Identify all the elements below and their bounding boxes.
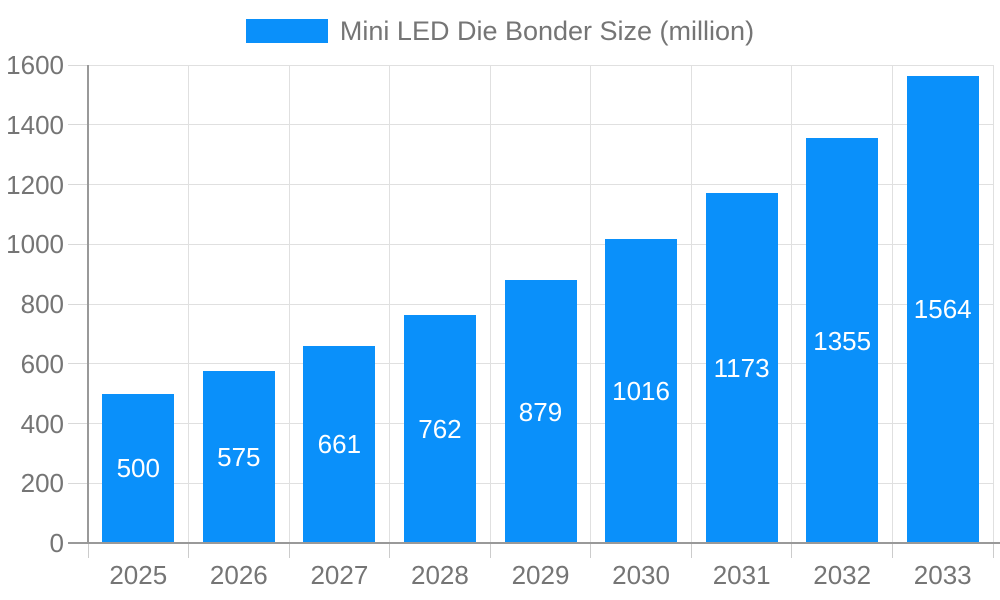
bar-2031[interactable]: 1173 xyxy=(705,192,778,543)
bar-2032[interactable]: 1355 xyxy=(806,138,879,543)
y-axis-tick xyxy=(68,64,88,66)
grid-line-vertical xyxy=(891,65,893,543)
x-axis-tick xyxy=(188,543,190,558)
x-axis-tick xyxy=(891,543,893,558)
y-axis-label: 0 xyxy=(49,528,64,558)
bar-value-label: 575 xyxy=(217,442,261,473)
bar-2030[interactable]: 1016 xyxy=(605,239,678,543)
x-axis-label: 2030 xyxy=(612,560,670,590)
x-axis-tick xyxy=(791,543,793,558)
y-axis-label: 800 xyxy=(20,289,64,319)
x-axis-tick xyxy=(87,543,89,558)
x-axis-tick xyxy=(590,543,592,558)
grid-line-vertical xyxy=(791,65,793,543)
chart-legend[interactable]: Mini LED Die Bonder Size (million) xyxy=(0,17,1000,45)
grid-line-horizontal xyxy=(88,124,993,126)
grid-line-vertical xyxy=(188,65,190,543)
bar-value-label: 1016 xyxy=(612,376,670,407)
y-axis-label: 400 xyxy=(20,408,64,439)
bar-2025[interactable]: 500 xyxy=(102,393,175,543)
y-axis-tick xyxy=(68,243,88,245)
bar-2028[interactable]: 762 xyxy=(403,315,476,543)
x-axis-label: 2031 xyxy=(712,560,771,590)
grid-line-vertical xyxy=(288,65,290,543)
grid-line-vertical xyxy=(690,65,692,543)
y-axis-label: 600 xyxy=(20,348,64,379)
y-axis-label: 1400 xyxy=(6,109,64,140)
x-axis-label: 2029 xyxy=(511,560,570,590)
legend-label: Mini LED Die Bonder Size (million) xyxy=(339,16,755,46)
bar-2027[interactable]: 661 xyxy=(303,345,376,543)
x-axis-label: 2027 xyxy=(310,560,369,590)
plot-area: 0 200 400 600 800 1000 1200 1400 1600 500 2025 575 2… xyxy=(6,52,1000,590)
y-axis-tick xyxy=(68,303,88,305)
x-axis-tick xyxy=(992,543,994,558)
y-axis-tick xyxy=(68,124,88,126)
bar-2029[interactable]: 879 xyxy=(504,280,577,543)
grid-line-vertical xyxy=(590,65,592,543)
bar-2033[interactable]: 1564 xyxy=(906,75,979,543)
grid-line-vertical xyxy=(389,65,391,543)
x-axis-label: 2028 xyxy=(411,560,469,590)
bar-value-label: 1173 xyxy=(713,352,770,383)
bar-2026[interactable]: 575 xyxy=(202,371,275,543)
x-axis-label: 2025 xyxy=(109,560,168,590)
x-axis-label: 2032 xyxy=(813,560,872,590)
bar-value-label: 661 xyxy=(317,429,362,460)
y-axis-label: 200 xyxy=(20,468,64,499)
y-axis-tick xyxy=(68,363,88,365)
grid-line-vertical xyxy=(489,65,491,543)
grid-line-horizontal xyxy=(88,64,993,66)
grid-line-vertical xyxy=(992,65,994,543)
bar-value-label: 500 xyxy=(116,453,160,484)
x-axis-tick xyxy=(389,543,391,558)
x-axis-line xyxy=(68,542,1000,544)
bar-value-label: 1355 xyxy=(813,325,872,356)
y-axis-tick xyxy=(68,482,88,484)
grid-line-horizontal xyxy=(88,243,993,245)
y-axis-tick xyxy=(68,184,88,185)
x-axis-label: 2026 xyxy=(209,560,268,590)
bar-value-label: 879 xyxy=(518,396,563,427)
x-axis-tick xyxy=(489,543,491,558)
bar-value-label: 762 xyxy=(418,414,462,445)
x-axis-tick xyxy=(288,543,290,558)
y-axis-label: 1600 xyxy=(6,50,64,80)
bar-value-label: 1564 xyxy=(913,294,972,325)
y-axis-tick xyxy=(68,423,88,424)
y-axis-label: 1000 xyxy=(6,229,64,260)
y-axis-line xyxy=(87,65,89,543)
x-axis-tick xyxy=(690,543,692,558)
x-axis-label: 2033 xyxy=(913,560,972,590)
grid-line-horizontal xyxy=(88,184,993,185)
legend-swatch-icon xyxy=(245,19,328,43)
y-axis-label: 1200 xyxy=(6,169,64,200)
